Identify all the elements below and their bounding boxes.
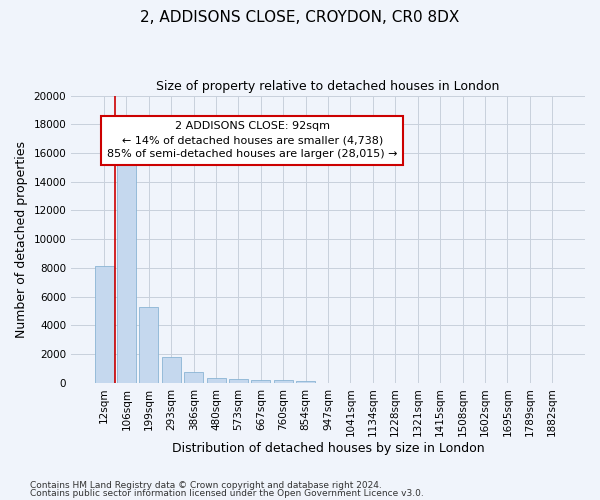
Bar xyxy=(296,381,315,383)
Bar xyxy=(139,306,158,383)
Y-axis label: Number of detached properties: Number of detached properties xyxy=(15,140,28,338)
Bar xyxy=(229,379,248,383)
Bar xyxy=(117,144,136,383)
Text: Contains public sector information licensed under the Open Government Licence v3: Contains public sector information licen… xyxy=(30,488,424,498)
Bar xyxy=(95,266,113,383)
Bar xyxy=(162,357,181,383)
Bar xyxy=(274,380,293,383)
Title: Size of property relative to detached houses in London: Size of property relative to detached ho… xyxy=(157,80,500,93)
Bar xyxy=(184,372,203,383)
Bar xyxy=(251,380,271,383)
Bar xyxy=(206,378,226,383)
Text: 2, ADDISONS CLOSE, CROYDON, CR0 8DX: 2, ADDISONS CLOSE, CROYDON, CR0 8DX xyxy=(140,10,460,25)
X-axis label: Distribution of detached houses by size in London: Distribution of detached houses by size … xyxy=(172,442,484,455)
Text: 2 ADDISONS CLOSE: 92sqm
← 14% of detached houses are smaller (4,738)
85% of semi: 2 ADDISONS CLOSE: 92sqm ← 14% of detache… xyxy=(107,121,398,159)
Text: Contains HM Land Registry data © Crown copyright and database right 2024.: Contains HM Land Registry data © Crown c… xyxy=(30,481,382,490)
